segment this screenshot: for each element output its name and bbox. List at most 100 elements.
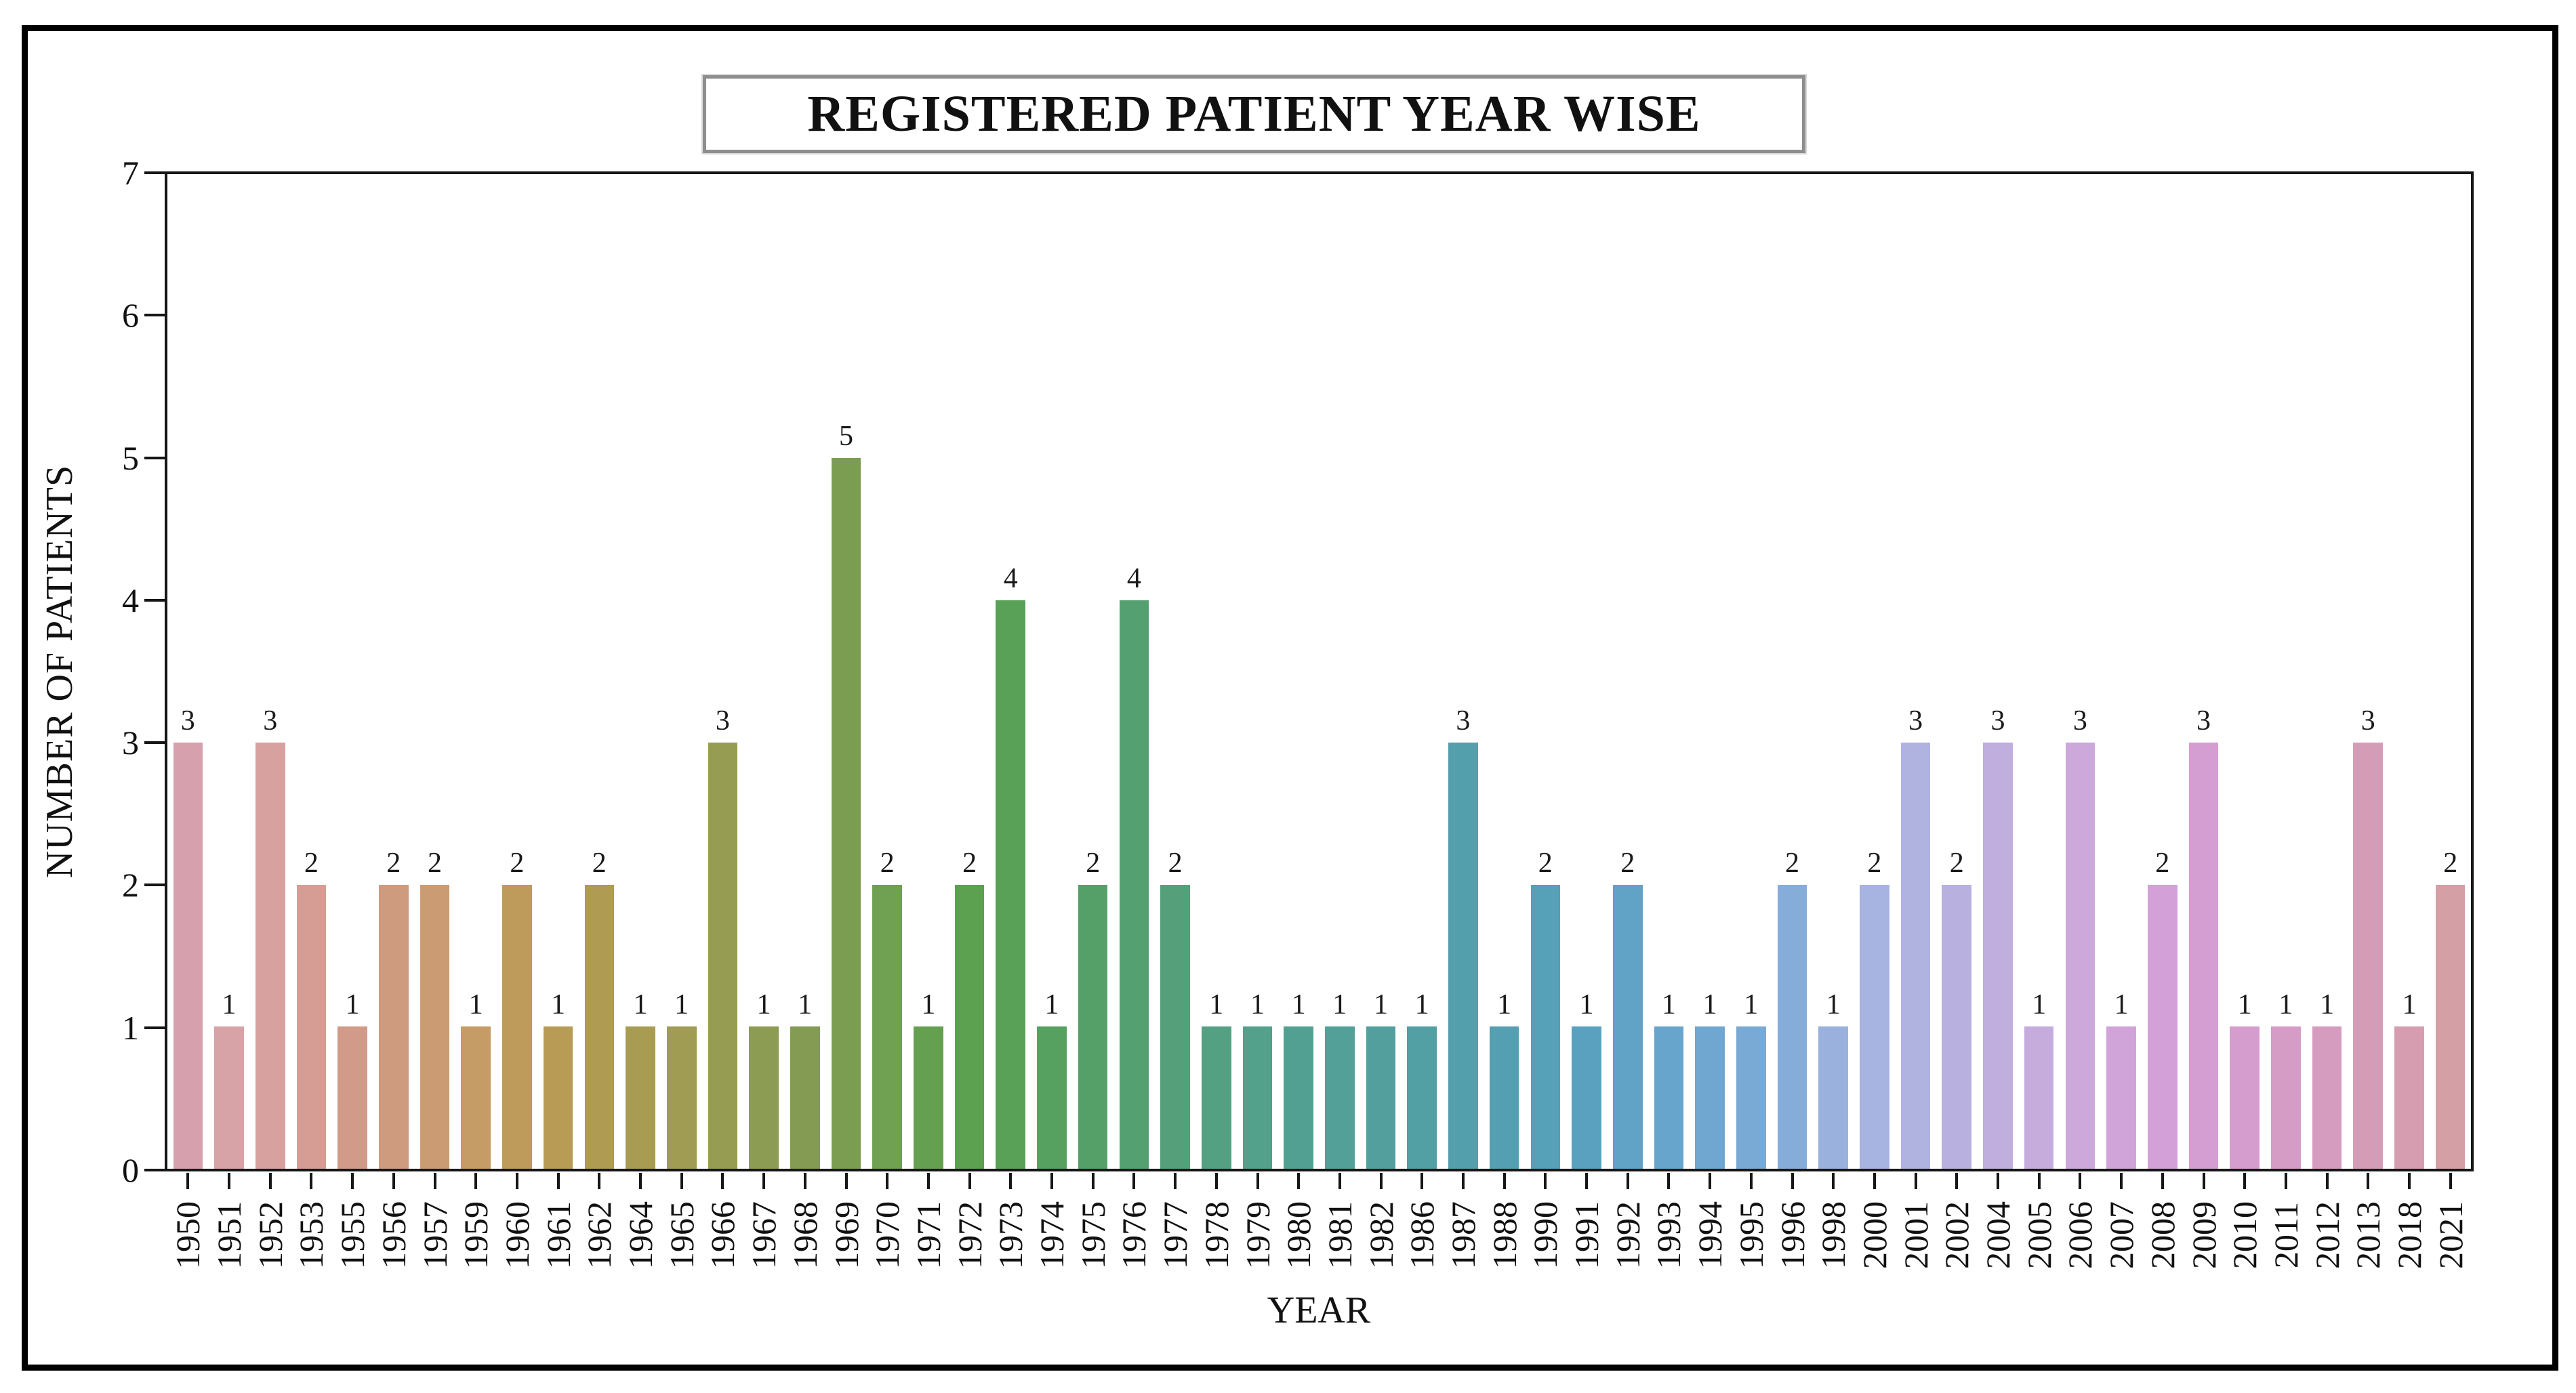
x-axis-tick — [228, 1173, 230, 1189]
bar — [831, 458, 861, 1169]
bar-value-label: 3 — [1908, 705, 1923, 736]
x-axis-tick — [515, 1173, 518, 1189]
bar — [2353, 742, 2384, 1169]
bar — [1900, 742, 1931, 1169]
x-axis-tick-label: 2009 — [2184, 1201, 2223, 1269]
x-axis-tick-label: 2008 — [2143, 1201, 2182, 1269]
x-axis-tick-label: 1967 — [745, 1201, 783, 1269]
x-axis-tick — [680, 1173, 683, 1189]
x-axis-tick-label: 1951 — [210, 1201, 248, 1269]
y-axis-tick-label: 1 — [122, 1008, 139, 1047]
bar — [1160, 884, 1190, 1169]
x-axis-tick — [2449, 1173, 2452, 1189]
x-axis-title: YEAR — [1267, 1289, 1371, 1331]
x-axis-tick — [1667, 1173, 1671, 1189]
bar-value-label: 2 — [2443, 847, 2458, 879]
y-axis-tick-label: 6 — [122, 296, 139, 335]
bar-value-label: 1 — [2032, 989, 2047, 1021]
bar-value-label: 1 — [798, 989, 813, 1021]
x-axis-tick — [1379, 1173, 1383, 1189]
bar — [1242, 1026, 1273, 1169]
bar — [173, 742, 203, 1169]
bar-value-label: 3 — [2196, 705, 2211, 736]
bar-value-label: 1 — [222, 989, 237, 1021]
x-axis-tick-label: 2000 — [1855, 1201, 1894, 1269]
x-axis-tick — [2079, 1173, 2082, 1189]
bar-value-label: 2 — [1949, 847, 1964, 879]
bar — [954, 884, 985, 1169]
bar — [1860, 884, 1889, 1169]
x-axis-tick — [2367, 1173, 2370, 1189]
x-axis-tick-label: 2013 — [2349, 1201, 2388, 1269]
x-axis-tick-label: 1986 — [1403, 1201, 1442, 1269]
x-axis-tick — [1914, 1173, 1917, 1189]
bar-value-label: 3 — [715, 705, 730, 736]
x-axis-tick — [2202, 1173, 2205, 1189]
bar-value-label: 3 — [1456, 705, 1471, 736]
x-axis-tick — [351, 1173, 354, 1189]
bar — [1942, 884, 1972, 1169]
bar-value-label: 1 — [1332, 989, 1347, 1021]
x-axis-tick — [598, 1173, 601, 1189]
x-axis-tick — [1791, 1173, 1794, 1189]
bar — [2435, 884, 2466, 1169]
x-axis-tick — [1297, 1173, 1301, 1189]
x-axis-tick-label: 1961 — [539, 1201, 577, 1269]
y-axis-tick — [144, 598, 165, 602]
bar — [1407, 1026, 1437, 1169]
x-axis-tick — [1749, 1173, 1753, 1189]
x-axis-tick — [1997, 1173, 1999, 1189]
x-axis-tick — [2284, 1173, 2287, 1189]
bar — [1530, 884, 1561, 1169]
x-axis-tick — [886, 1173, 889, 1189]
y-axis-tick — [144, 883, 165, 887]
bar — [666, 1026, 697, 1169]
bar-value-label: 1 — [756, 989, 771, 1021]
x-axis-tick-label: 2004 — [1979, 1201, 2017, 1269]
bar-value-label: 3 — [2072, 705, 2087, 736]
bar — [1119, 600, 1149, 1169]
bar-value-label: 1 — [1209, 989, 1224, 1021]
bar — [461, 1026, 491, 1169]
y-axis-tick-label: 5 — [122, 438, 139, 477]
bar-value-label: 2 — [592, 847, 607, 879]
bar-value-label: 3 — [1990, 705, 2005, 736]
bar-value-label: 1 — [1250, 989, 1265, 1021]
x-axis-tick-label: 2007 — [2102, 1201, 2141, 1269]
bar-value-label: 2 — [1620, 847, 1635, 879]
bar-value-label: 1 — [468, 989, 483, 1021]
y-axis-tick — [144, 314, 165, 317]
bar-value-label: 1 — [633, 989, 648, 1021]
x-axis-tick — [433, 1173, 436, 1189]
bar-value-label: 2 — [1086, 847, 1101, 879]
x-axis-tick — [1832, 1173, 1835, 1189]
x-axis-tick-label: 1988 — [1485, 1201, 1524, 1269]
y-axis-tick-label: 0 — [122, 1151, 139, 1189]
x-axis-tick-label: 1996 — [1773, 1201, 1812, 1269]
x-axis-tick-label: 1956 — [374, 1201, 413, 1269]
bar — [708, 742, 738, 1169]
bar — [1983, 742, 2013, 1169]
x-axis-tick — [1091, 1173, 1095, 1189]
bar — [749, 1026, 779, 1169]
x-axis-tick-label: 1952 — [251, 1201, 289, 1269]
bar-value-label: 1 — [1826, 989, 1841, 1021]
bar — [914, 1026, 943, 1169]
x-axis-tick — [762, 1173, 766, 1189]
bar-value-label: 2 — [428, 847, 442, 879]
bar — [296, 884, 327, 1169]
x-axis-tick — [1174, 1173, 1177, 1189]
bar-value-label: 2 — [962, 847, 977, 879]
x-axis-tick-label: 1972 — [950, 1201, 989, 1269]
bar — [1612, 884, 1643, 1169]
bar-value-label: 1 — [1702, 989, 1717, 1021]
bar-value-label: 2 — [304, 847, 319, 879]
y-axis-tick-label: 3 — [122, 724, 139, 762]
x-axis-tick-label: 1977 — [1156, 1201, 1195, 1269]
bar-value-label: 2 — [2155, 847, 2170, 879]
x-axis-tick-label: 1982 — [1362, 1201, 1400, 1269]
bar — [2271, 1026, 2301, 1169]
y-axis-tick-label: 2 — [122, 866, 139, 905]
x-axis-tick-label: 1960 — [497, 1201, 536, 1269]
chart-title: REGISTERED PATIENT YEAR WISE — [807, 85, 1701, 142]
